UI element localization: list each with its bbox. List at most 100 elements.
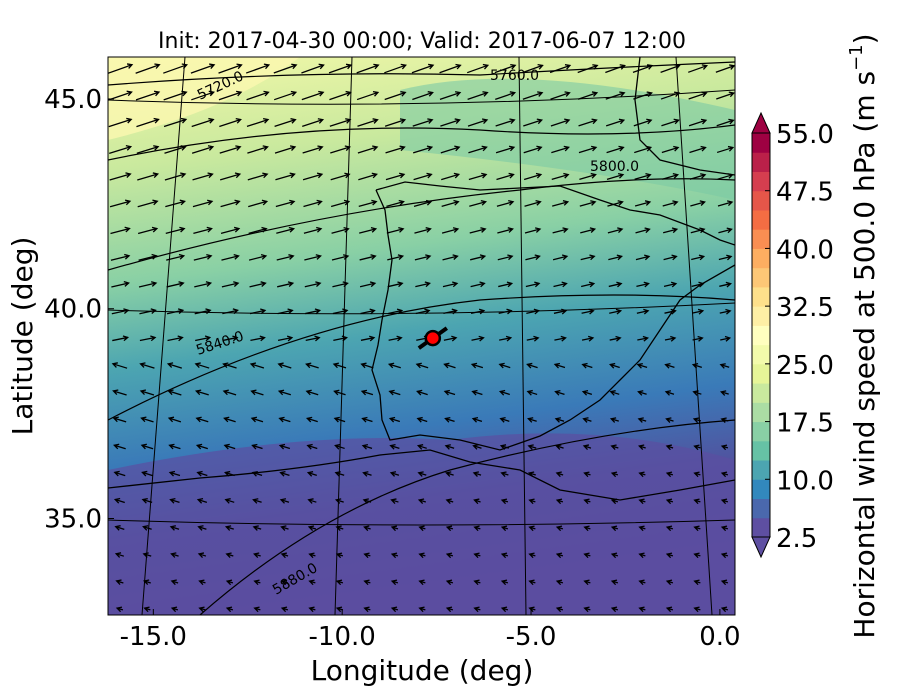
wind-arrow [387, 281, 404, 288]
wind-arrow [305, 335, 321, 342]
wind-arrow [390, 552, 399, 559]
wind-arrow [163, 117, 188, 128]
wind-arrow [555, 552, 564, 559]
wind-arrow [693, 471, 701, 478]
wind-arrow [693, 444, 701, 451]
wind-arrow [328, 63, 353, 74]
wind-arrow [308, 552, 316, 559]
wind-arrow [691, 281, 705, 288]
wind-arrow [496, 199, 515, 207]
wind-arrow [442, 254, 459, 261]
wind-arrow [692, 335, 704, 342]
wind-arrow [720, 525, 729, 532]
wind-arrow [222, 389, 237, 396]
wind-arrow [443, 308, 458, 315]
wind-arrow [664, 362, 675, 369]
wind-arrow [113, 443, 126, 450]
wind-arrow [250, 416, 264, 423]
wind-arrow [302, 172, 324, 181]
wind-arrow [308, 606, 316, 613]
y-tick-label: 35.0 [44, 505, 102, 535]
wind-arrow [387, 362, 401, 369]
wind-arrow [715, 64, 735, 73]
wind-arrow [665, 417, 674, 423]
wind-arrow [527, 417, 537, 423]
wind-arrow [637, 335, 649, 342]
wind-arrow [194, 362, 210, 369]
wind-arrow [549, 64, 572, 74]
wind-arrow [467, 118, 489, 127]
wind-arrow [499, 444, 510, 450]
wind-arrow [471, 389, 483, 396]
wind-arrow [720, 606, 729, 613]
wind-arrow [196, 470, 208, 477]
wind-arrow [139, 362, 155, 369]
wind-arrow [220, 226, 241, 234]
wind-arrow [635, 254, 651, 261]
graticule [108, 57, 735, 615]
wind-arrow [390, 606, 399, 613]
wind-arrow [498, 362, 511, 369]
wind-arrow [417, 498, 427, 505]
wind-arrow [142, 579, 151, 586]
wind-arrow [360, 362, 374, 369]
wind-arrow [222, 335, 239, 342]
wind-arrow [443, 389, 456, 396]
colorbar-band [752, 363, 770, 384]
wind-arrow [334, 471, 345, 477]
site-marker [424, 329, 442, 347]
wind-arrow [360, 335, 376, 342]
wind-arrow [415, 308, 431, 315]
wind-arrow [249, 362, 265, 369]
wind-arrow [390, 525, 399, 532]
wind-arrow [190, 63, 216, 74]
wind-arrow [308, 579, 316, 586]
wind-arrow [665, 606, 674, 613]
wind-vectors [108, 63, 735, 613]
wind-arrow [225, 606, 234, 613]
colorbar-tick-label: 32.5 [776, 293, 834, 323]
wind-arrow [274, 118, 297, 128]
wind-arrow [198, 606, 206, 613]
wind-arrow [637, 417, 647, 423]
wind-arrow [388, 335, 403, 342]
wind-arrow [466, 63, 490, 74]
wind-arrow [581, 308, 595, 315]
wind-arrow [332, 281, 349, 288]
wind-arrow [224, 470, 235, 477]
wind-arrow [523, 145, 543, 154]
wind-arrow [555, 444, 564, 450]
colorbar-band [752, 229, 770, 249]
wind-arrow [168, 470, 181, 477]
wind-arrow [525, 254, 541, 261]
wind-arrow [609, 417, 619, 423]
contour-label: 5760.0 [490, 68, 539, 84]
wind-arrow [445, 552, 454, 559]
colorbar-band [752, 209, 770, 230]
wind-arrow [222, 308, 239, 315]
wind-arrow [113, 497, 125, 504]
wind-arrow [193, 253, 213, 261]
wind-arrow [471, 335, 485, 342]
wind-arrow [665, 498, 674, 505]
wind-arrow [277, 389, 292, 396]
colorbar-tick-label: 55.0 [776, 120, 834, 150]
wind-arrow [139, 335, 157, 342]
wind-arrow [412, 118, 434, 127]
wind-arrow [636, 308, 650, 315]
wind-arrow [137, 172, 160, 181]
wind-arrow [305, 389, 319, 396]
wind-arrow [305, 416, 318, 423]
wind-arrow [500, 606, 509, 613]
wind-arrow [553, 308, 568, 315]
wind-arrow [224, 498, 235, 504]
wind-arrow [473, 525, 481, 532]
wind-arrow [527, 471, 536, 478]
y-axis-label: Latitude (deg) [6, 237, 39, 436]
wind-arrow [302, 118, 325, 127]
colorbar-tick-label: 17.5 [776, 409, 834, 439]
wind-arrow [523, 118, 544, 127]
wind-arrow [526, 335, 540, 342]
wind-arrow [112, 389, 127, 396]
wind-arrow [581, 390, 593, 396]
